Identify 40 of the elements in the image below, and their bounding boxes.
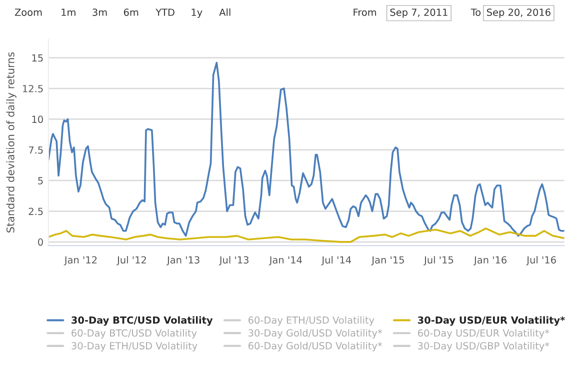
- text: Sep 7, 2011: [390, 8, 448, 18]
- text: Zoom: [14, 8, 42, 16]
- text: 6m: [124, 8, 138, 16]
- line-series: [48, 228, 564, 243]
- y-tick-label: 10: [32, 116, 43, 124]
- text: Sep 20, 2016: [486, 8, 550, 18]
- y-axis-title: Standard deviation of daily returns: [6, 52, 16, 232]
- legend-label: 60-Day Gold/USD Volatility*: [248, 342, 382, 352]
- x-tick-label: Jul '15: [424, 256, 454, 266]
- x-tick-label: Jan '14: [268, 256, 302, 266]
- y-tick-label: 5: [38, 177, 43, 184]
- legend-label: 30-Day USD/GBP Volatility*: [418, 342, 550, 352]
- y-tick-label: 12.5: [23, 84, 43, 92]
- y-tick-label: 0: [38, 238, 43, 246]
- legend-label: 60-Day ETH/USD Volatility: [248, 316, 374, 326]
- x-tick-label: Jul '14: [321, 256, 352, 266]
- x-tick-label: Jul '16: [526, 256, 556, 266]
- legend-label: 30-Day BTC/USD Volatility: [72, 316, 213, 326]
- x-tick-label: Jan '16: [474, 256, 507, 266]
- legend-label: 30-Day ETH/USD Volatility: [72, 342, 198, 352]
- y-tick-label: 15: [32, 54, 43, 62]
- line-series: [48, 62, 564, 237]
- text: From: [354, 8, 376, 16]
- text: YTD: [156, 8, 174, 16]
- x-tick-label: Jul '12: [116, 256, 146, 266]
- text: 1y: [192, 8, 202, 18]
- legend-label: 30-Day Gold/USD Volatility*: [248, 329, 382, 338]
- text: 3m: [92, 8, 107, 16]
- x-tick-label: Jan '13: [166, 256, 200, 266]
- legend-label: 30-Day USD/EUR Volatility*: [418, 316, 565, 326]
- text: 1m: [62, 8, 76, 16]
- x-tick-label: Jan '12: [64, 256, 97, 266]
- text: To: [470, 8, 481, 16]
- y-tick-label: 2.5: [28, 208, 43, 216]
- legend-label: 60-Day USD/EUR Volatility*: [418, 329, 550, 339]
- text: All: [219, 8, 230, 16]
- x-tick-label: Jul '13: [218, 256, 248, 266]
- y-tick-label: 7.5: [28, 146, 43, 154]
- legend-label: 60-Day BTC/USD Volatility: [72, 329, 197, 339]
- x-tick-label: Jan '15: [371, 256, 404, 266]
